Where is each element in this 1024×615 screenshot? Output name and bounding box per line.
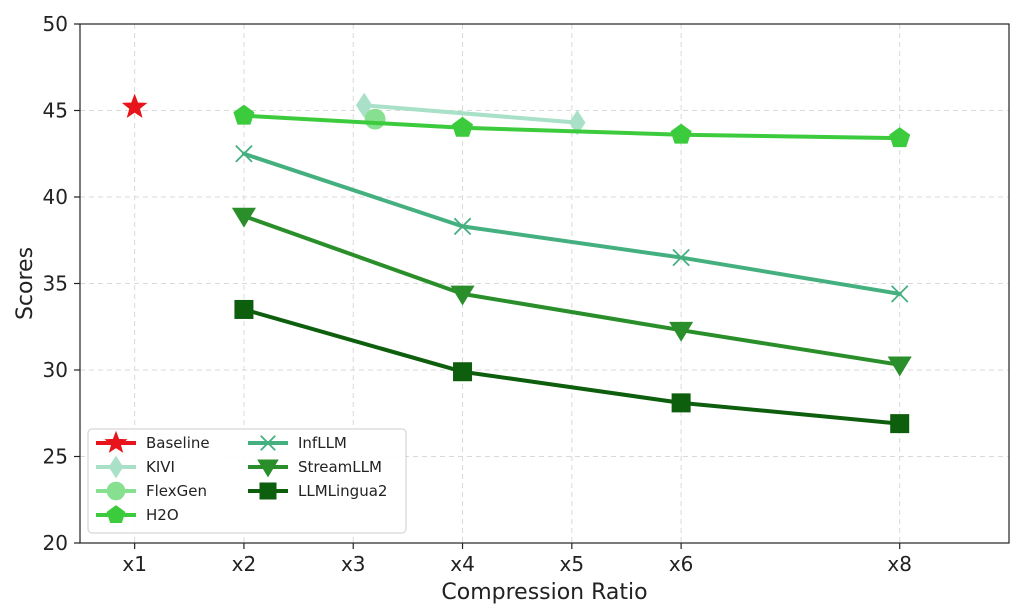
series-llmlingua2 bbox=[234, 299, 910, 434]
y-tick-label: 30 bbox=[43, 358, 68, 382]
series-line bbox=[241, 307, 902, 426]
y-tick-label: 35 bbox=[43, 272, 68, 296]
series-h2o bbox=[233, 104, 911, 148]
data-point bbox=[356, 92, 373, 118]
x-tick-label: x3 bbox=[341, 552, 366, 576]
legend-marker bbox=[104, 430, 128, 453]
legend-item: FlexGen bbox=[96, 481, 207, 501]
legend-item: StreamLLM bbox=[248, 458, 382, 478]
x-tick-label: x2 bbox=[232, 552, 257, 576]
legend-item: InfLLM bbox=[248, 434, 347, 452]
y-axis-title: Scores bbox=[13, 247, 38, 320]
legend-label: LLMLingua2 bbox=[298, 482, 387, 500]
data-point bbox=[889, 127, 911, 148]
legend-item: KIVI bbox=[96, 455, 175, 479]
legend-marker bbox=[259, 482, 277, 500]
x-axis-title: Compression Ratio bbox=[441, 580, 647, 605]
x-tick-label: x5 bbox=[560, 552, 585, 576]
y-tick-label: 20 bbox=[43, 531, 68, 555]
legend-label: InfLLM bbox=[298, 434, 347, 452]
legend-marker bbox=[257, 459, 279, 478]
legend-item: Baseline bbox=[96, 430, 210, 453]
data-point bbox=[887, 356, 912, 377]
data-point bbox=[890, 285, 909, 303]
legend: Baseline KIVI FlexGen H2O InfLLM StreamLLM LLM… bbox=[87, 428, 407, 534]
data-point bbox=[672, 248, 690, 267]
x-tick-label: x6 bbox=[669, 552, 694, 576]
data-point bbox=[453, 362, 473, 382]
y-axis: 20 25 30 35 40 45 50 bbox=[43, 12, 80, 555]
series-line bbox=[241, 214, 902, 367]
legend-item: H2O bbox=[96, 505, 179, 524]
data-point bbox=[453, 217, 472, 236]
series-flexgen bbox=[364, 108, 386, 130]
data-point bbox=[234, 299, 254, 319]
data-point bbox=[890, 414, 910, 434]
legend-label: FlexGen bbox=[146, 482, 207, 500]
legend-label: StreamLLM bbox=[298, 458, 382, 476]
x-tick-label: x1 bbox=[122, 552, 147, 576]
series-streamllm bbox=[231, 207, 912, 377]
data-point bbox=[121, 93, 148, 118]
legend-label: KIVI bbox=[146, 458, 175, 476]
data-point bbox=[669, 321, 694, 342]
data-point bbox=[233, 104, 255, 125]
data-point bbox=[235, 145, 253, 163]
legend-marker bbox=[260, 435, 276, 451]
series-infllm bbox=[235, 145, 909, 303]
series-layer bbox=[121, 92, 912, 434]
series-baseline bbox=[121, 93, 148, 118]
legend-label: Baseline bbox=[146, 434, 210, 452]
legend-marker bbox=[108, 455, 124, 479]
legend-marker bbox=[106, 481, 126, 501]
data-point bbox=[231, 207, 256, 228]
data-point bbox=[670, 123, 692, 144]
data-point bbox=[569, 109, 586, 136]
data-point bbox=[671, 393, 691, 413]
y-tick-label: 25 bbox=[43, 445, 68, 469]
data-point bbox=[364, 108, 386, 130]
series-kivi bbox=[356, 92, 586, 136]
data-point bbox=[450, 285, 475, 306]
x-tick-label: x8 bbox=[887, 552, 912, 576]
legend-marker bbox=[106, 505, 126, 524]
y-tick-label: 50 bbox=[43, 12, 68, 36]
x-tick-label: x4 bbox=[450, 552, 475, 576]
data-point bbox=[452, 116, 474, 137]
legend-label: H2O bbox=[146, 506, 179, 524]
series-line bbox=[362, 103, 580, 125]
y-tick-label: 40 bbox=[43, 185, 68, 209]
x-axis: x1 x2 x3 x4 x5 x6 x8 bbox=[122, 543, 912, 576]
legend-box bbox=[87, 428, 407, 534]
y-tick-label: 45 bbox=[43, 99, 68, 123]
series-line bbox=[241, 151, 902, 296]
legend-item: LLMLingua2 bbox=[248, 482, 387, 500]
series-line bbox=[241, 113, 902, 141]
